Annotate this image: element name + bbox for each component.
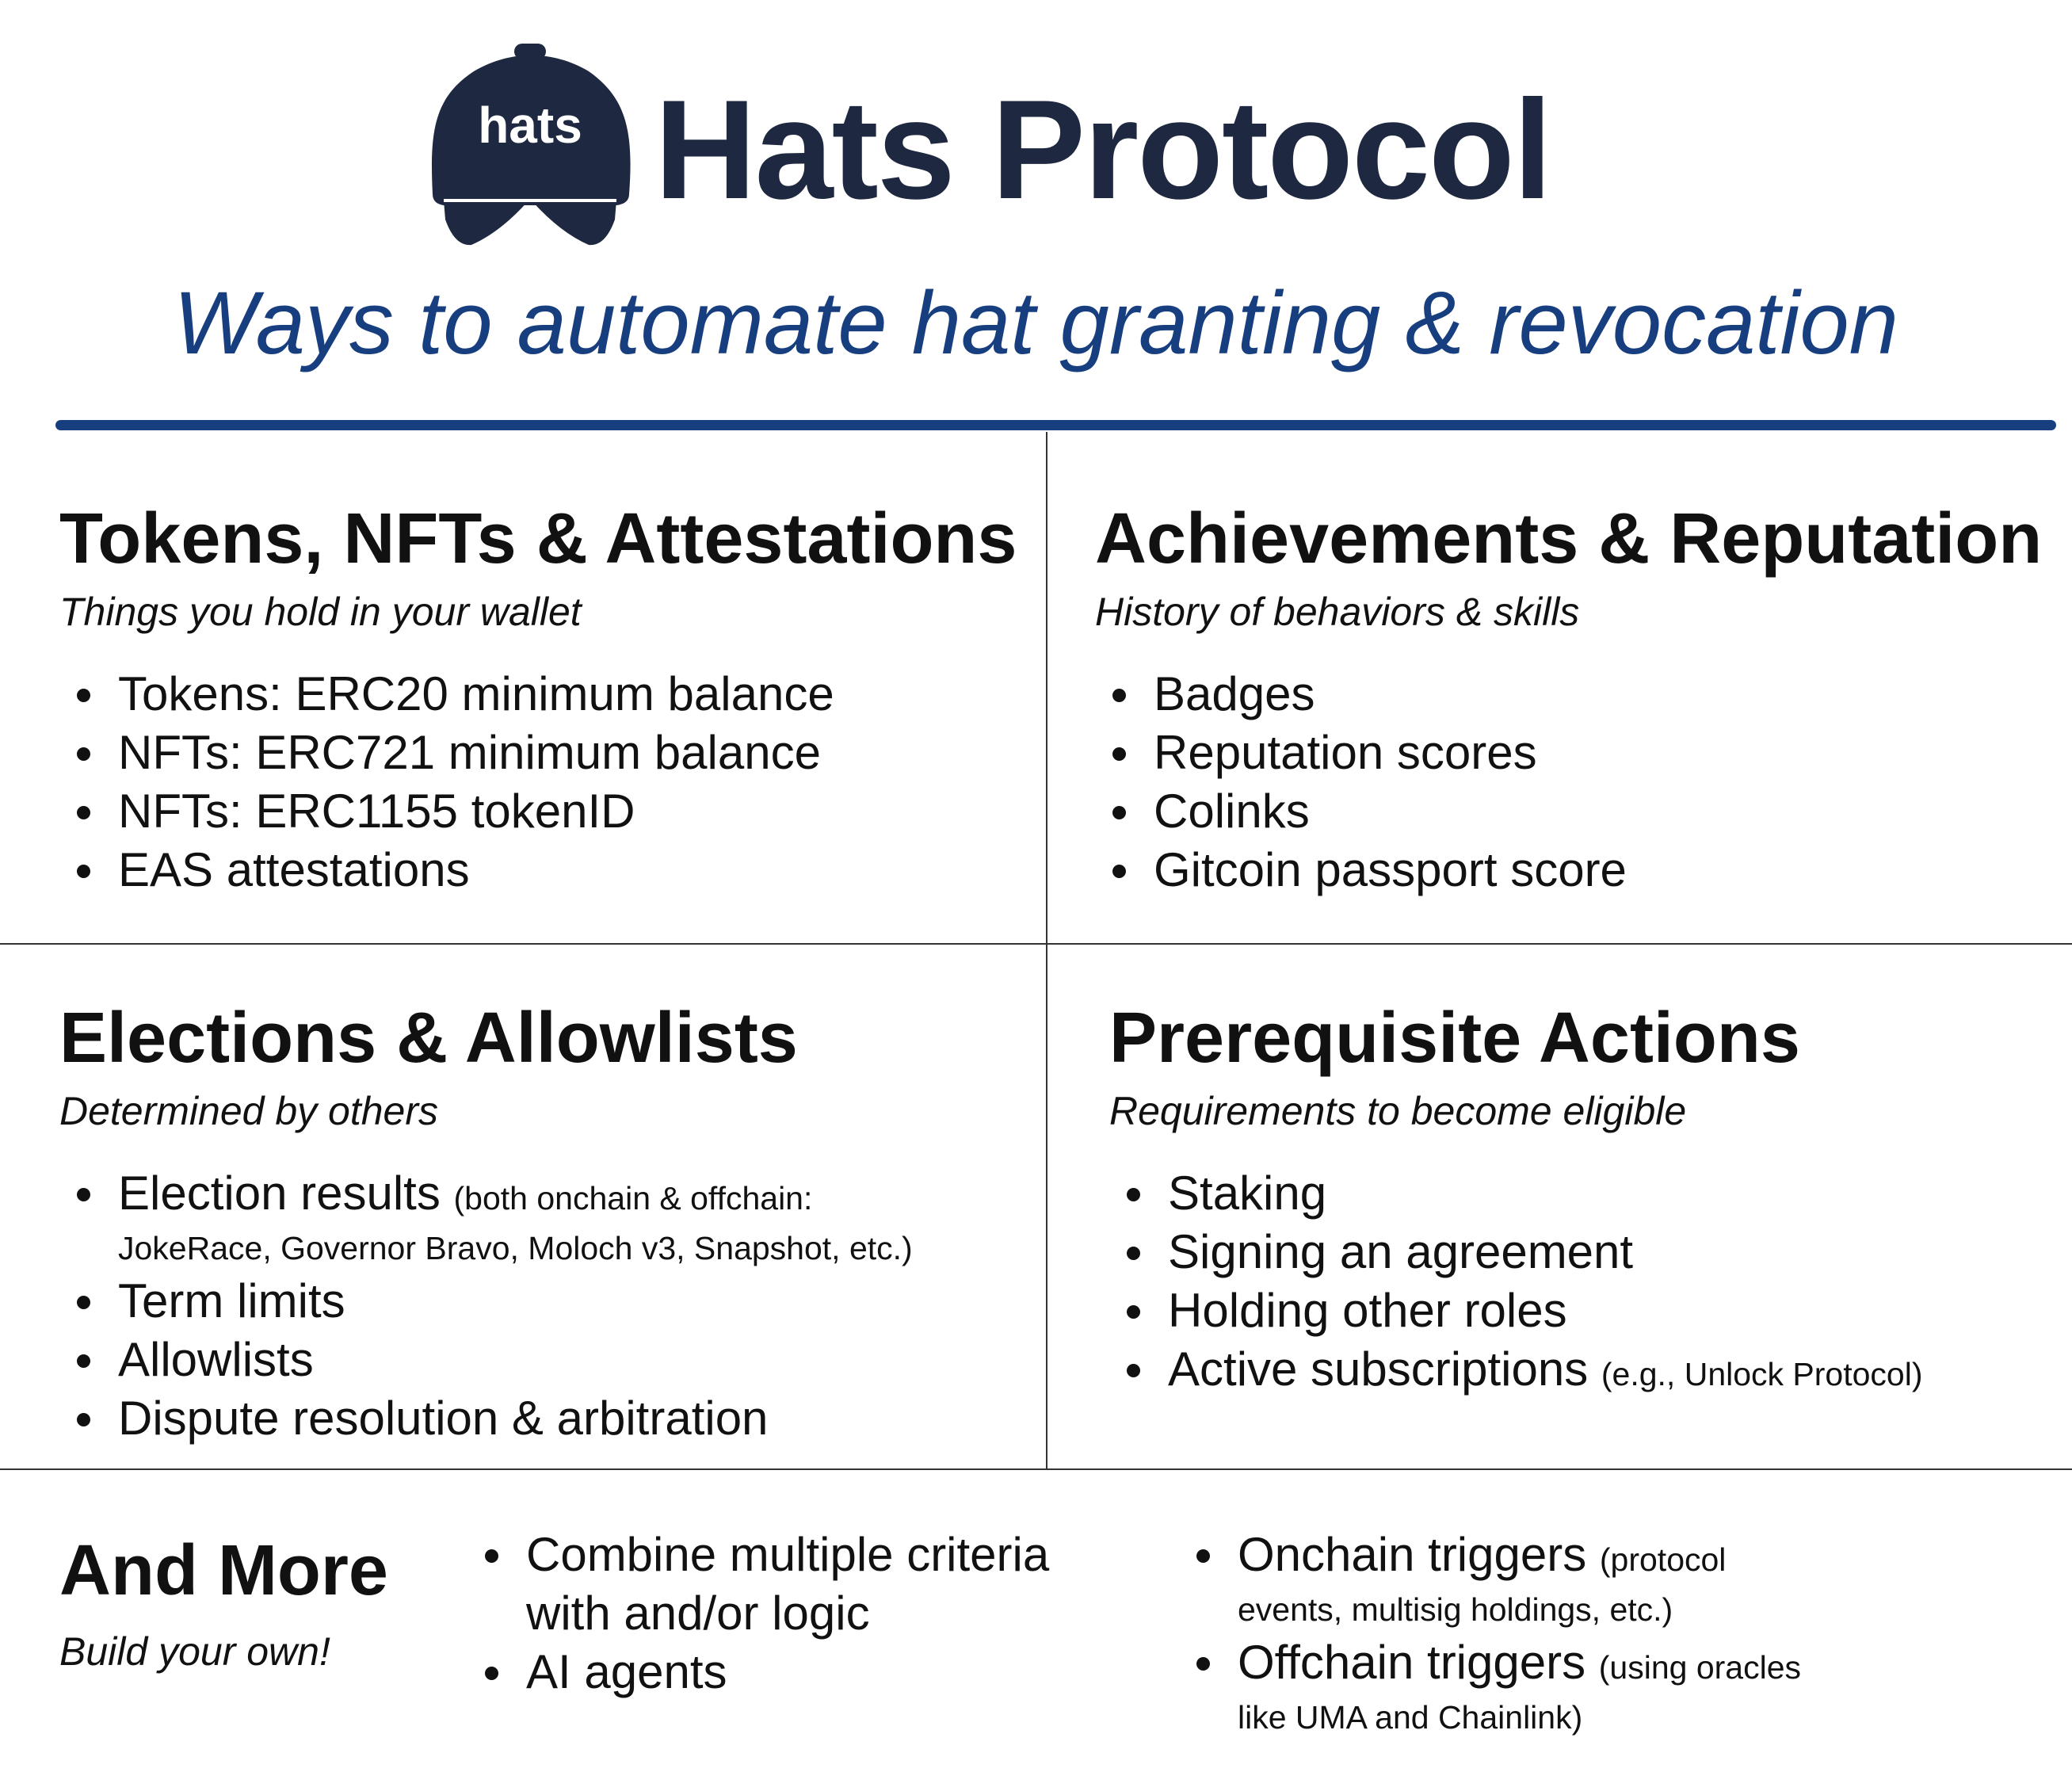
item-note-continued: events, multisig holdings, etc.)	[1238, 1591, 1673, 1628]
item-note-continued: JokeRace, Governor Bravo, Moloch v3, Sna…	[118, 1230, 913, 1266]
section-prerequisites: Prerequisite Actions Requirements to bec…	[1109, 1002, 1923, 1403]
grid-horizontal-divider-top	[0, 943, 2072, 945]
section-tokens: Tokens, NFTs & Attestations Things you h…	[59, 503, 1017, 899]
section-title: Tokens, NFTs & Attestations	[59, 499, 1017, 579]
list-item: Dispute resolution & arbitration	[59, 1389, 913, 1448]
list-item: Badges	[1095, 665, 2042, 724]
item-text: Offchain triggers	[1238, 1636, 1586, 1689]
item-note-continued: like UMA and Chainlink)	[1238, 1699, 1583, 1736]
section-subtitle: Build your own!	[59, 1629, 330, 1674]
list-item: Reputation scores	[1095, 724, 2042, 782]
list-item: Colinks	[1095, 782, 2042, 841]
item-note: (e.g., Unlock Protocol)	[1601, 1356, 1923, 1392]
item-text: Election results	[118, 1167, 441, 1220]
list-item: Staking	[1109, 1164, 1923, 1223]
elections-list: Election results (both onchain & offchai…	[59, 1164, 913, 1448]
list-item: Term limits	[59, 1272, 913, 1331]
section-title: Elections & Allowlists	[59, 999, 798, 1078]
item-note: (both onchain & offchain:	[453, 1180, 813, 1216]
item-text: Onchain triggers	[1238, 1528, 1587, 1581]
tokens-list: Tokens: ERC20 minimum balance NFTs: ERC7…	[59, 665, 1017, 899]
list-item: Election results (both onchain & offchai…	[59, 1164, 913, 1269]
item-text-continued: with and/or logic	[526, 1587, 870, 1640]
grid-vertical-divider	[1046, 432, 1047, 1470]
section-subtitle: Determined by others	[59, 1089, 439, 1133]
list-item: EAS attestations	[59, 841, 1017, 899]
section-more: And More Build your own!	[59, 1535, 388, 1671]
section-title: Achievements & Reputation	[1095, 499, 2043, 579]
achievements-list: Badges Reputation scores Colinks Gitcoin…	[1095, 665, 2042, 899]
grid-horizontal-divider-bottom	[0, 1468, 2072, 1470]
list-item: NFTs: ERC721 minimum balance	[59, 724, 1017, 782]
section-subtitle: History of behaviors & skills	[1095, 590, 1580, 634]
section-achievements: Achievements & Reputation History of beh…	[1095, 503, 2042, 899]
item-text: Combine multiple criteria	[526, 1528, 1050, 1581]
more-column-1: Combine multiple criteria with and/or lo…	[467, 1526, 1049, 1701]
section-title: Prerequisite Actions	[1109, 999, 1800, 1078]
item-note: (protocol	[1599, 1541, 1727, 1578]
item-text: Active subscriptions	[1168, 1342, 1589, 1396]
title-divider	[55, 420, 2056, 430]
list-item: NFTs: ERC1155 tokenID	[59, 782, 1017, 841]
item-note: (using oracles	[1598, 1649, 1802, 1686]
list-item: Signing an agreement	[1109, 1223, 1923, 1281]
list-item: Tokens: ERC20 minimum balance	[59, 665, 1017, 724]
list-item: Holding other roles	[1109, 1281, 1923, 1340]
list-item: Allowlists	[59, 1331, 913, 1389]
section-subtitle: Things you hold in your wallet	[59, 590, 582, 634]
list-item: Gitcoin passport score	[1095, 841, 2042, 899]
page-subtitle: Ways to automate hat granting & revocati…	[174, 273, 1898, 372]
section-title: And More	[59, 1531, 388, 1610]
prerequisites-list: Staking Signing an agreement Holding oth…	[1109, 1164, 1923, 1403]
section-elections: Elections & Allowlists Determined by oth…	[59, 1002, 913, 1448]
more-list-2: Onchain triggers (protocol events, multi…	[1179, 1526, 1801, 1738]
more-list-1: Combine multiple criteria with and/or lo…	[467, 1526, 1049, 1701]
hats-logo-cap-icon: hats	[431, 44, 631, 246]
logo-text: hats	[478, 97, 582, 154]
list-item: AI agents	[467, 1643, 1049, 1701]
section-subtitle: Requirements to become eligible	[1109, 1089, 1687, 1133]
more-column-2: Onchain triggers (protocol events, multi…	[1179, 1526, 1801, 1741]
list-item: Combine multiple criteria with and/or lo…	[467, 1526, 1049, 1643]
list-item: Onchain triggers (protocol events, multi…	[1179, 1526, 1801, 1630]
list-item: Offchain triggers (using oracles like UM…	[1179, 1633, 1801, 1738]
page-title: Hats Protocol	[654, 71, 1552, 228]
list-item: Active subscriptions (e.g., Unlock Proto…	[1109, 1340, 1923, 1403]
